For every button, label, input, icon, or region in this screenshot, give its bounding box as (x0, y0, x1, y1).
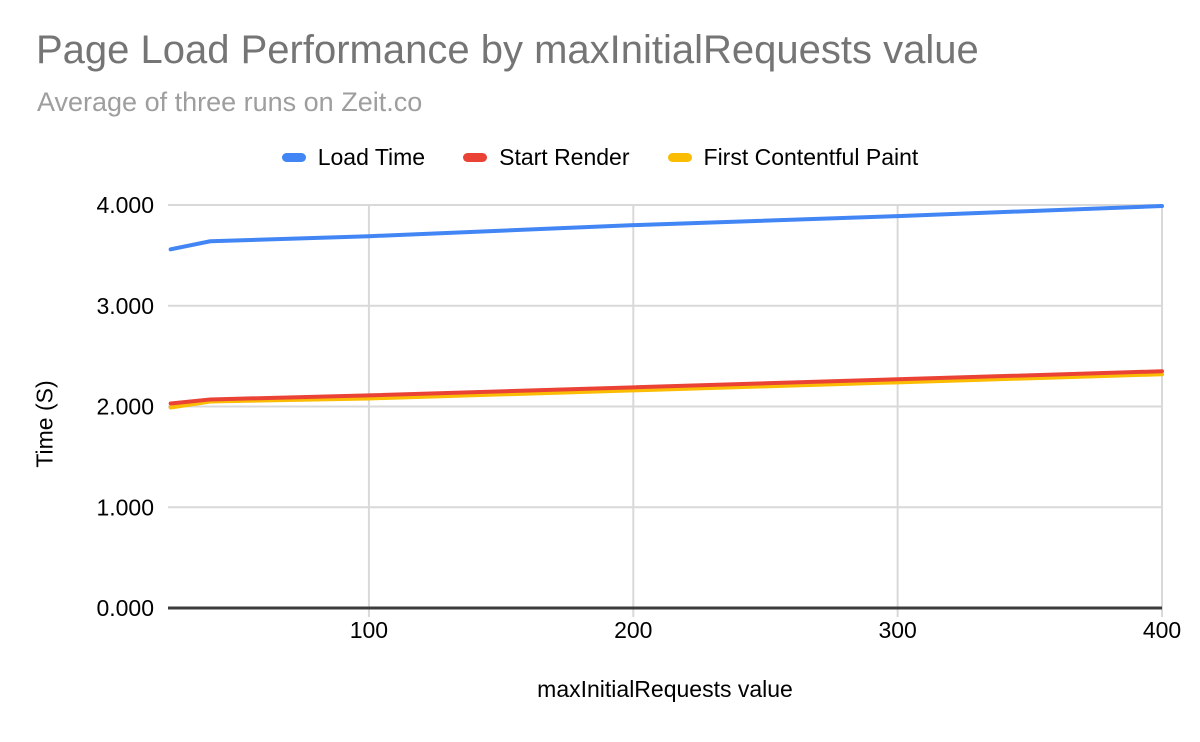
chart-subtitle: Average of three runs on Zeit.co (37, 87, 423, 117)
chart-title: Page Load Performance by maxInitialReque… (36, 28, 979, 72)
y-tick-label: 0.000 (96, 595, 154, 621)
x-tick-label: 200 (614, 617, 652, 643)
series-line-first-contentful-paint (168, 372, 1164, 410)
x-axis-title: maxInitialRequests value (537, 676, 793, 702)
legend-label-load-time: Load Time (317, 143, 426, 170)
legend-swatch-start-render (463, 152, 488, 162)
y-tick-label: 1.000 (96, 494, 154, 520)
x-tick-label: 300 (878, 617, 916, 643)
y-tick-label: 4.000 (96, 192, 154, 218)
series-line-start-render (168, 369, 1164, 406)
legend-label-first-contentful-paint: First Contentful Paint (703, 143, 919, 170)
legend-swatch-first-contentful-paint (667, 152, 692, 162)
legend: Load Time Start Render First Contentful … (0, 141, 1200, 173)
legend-swatch-load-time (281, 152, 306, 162)
legend-item-load-time: Load Time (281, 143, 426, 171)
x-tick-label: 400 (1143, 617, 1181, 643)
x-tick-label: 100 (350, 617, 388, 643)
legend-label-start-render: Start Render (499, 143, 630, 170)
y-tick-label: 3.000 (96, 293, 154, 319)
legend-item-start-render: Start Render (463, 143, 630, 171)
legend-item-first-contentful-paint: First Contentful Paint (667, 143, 919, 171)
y-tick-label: 2.000 (96, 394, 154, 420)
series-line-load-time (168, 204, 1164, 252)
